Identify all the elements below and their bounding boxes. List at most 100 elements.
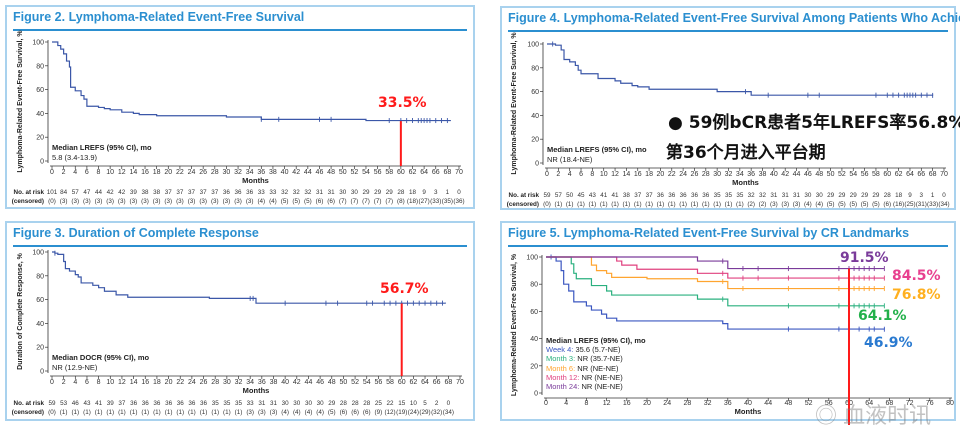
at-risk-count: 30: [339, 189, 347, 196]
at-risk-count: 35: [736, 192, 744, 199]
censored-count: (6): [363, 409, 371, 416]
x-tick-label: 10: [600, 171, 608, 178]
y-tick-label: 80: [530, 282, 538, 289]
y-axis-label: Lymphoma-Related Event-Free Survival, %: [511, 32, 518, 175]
x-tick-label: 30: [223, 379, 231, 386]
x-tick-label: 48: [327, 169, 335, 176]
x-tick-label: 28: [684, 400, 692, 407]
x-tick-label: 42: [292, 169, 300, 176]
at-risk-count: 37: [634, 192, 642, 199]
watermark-logo: ◎ 血液时讯: [815, 403, 932, 428]
x-tick-label: 20: [164, 169, 172, 176]
legend-name: Month 12:: [546, 372, 580, 382]
figure-2-panel: Figure 2. Lymphoma-Related Event-Free Su…: [5, 5, 475, 209]
at-risk-count: 0: [942, 192, 946, 199]
at-risk-count: 30: [816, 192, 824, 199]
censored-count: (6): [316, 198, 324, 205]
km-curve-month12: [546, 256, 885, 279]
censored-count: (1): [223, 409, 231, 416]
figure-2-title: Figure 2. Lymphoma-Related Event-Free Su…: [13, 10, 305, 24]
legend-name: Week 4:: [546, 345, 574, 355]
y-axis-label: Lymphoma-Related Event-Free Survival, %: [17, 30, 24, 173]
km-curve-month24: [546, 256, 885, 270]
censored-count: (18): [407, 198, 418, 205]
km-curve: [52, 41, 451, 122]
median-label: Median LREFS (95% CI), mo: [547, 145, 647, 154]
at-risk-count: 30: [317, 400, 325, 407]
at-risk-count: 36: [223, 189, 231, 196]
censored-count: (1): [106, 409, 114, 416]
watermark-text: 血液时讯: [843, 403, 932, 428]
censored-count: (4): [305, 409, 313, 416]
censored-count: (24): [408, 409, 419, 416]
at-risk-count: 57: [555, 192, 563, 199]
at-risk-count: 31: [258, 400, 266, 407]
at-risk-count: 25: [375, 400, 383, 407]
x-tick-label: 62: [409, 169, 417, 176]
x-tick-label: 66: [917, 171, 925, 178]
km-curve-week4: [546, 256, 885, 330]
x-tick-label: 80: [946, 400, 954, 407]
censored-count: (7): [350, 198, 358, 205]
at-risk-count: 59: [48, 400, 56, 407]
at-risk-count: 37: [176, 189, 184, 196]
figure-3-title: Figure 3. Duration of Complete Response: [13, 226, 259, 240]
title-divider: [13, 29, 467, 31]
x-tick-label: 4: [568, 171, 572, 178]
censored-count: (5): [872, 201, 880, 208]
x-tick-label: 16: [141, 169, 149, 176]
x-tick-label: 36: [258, 379, 266, 386]
at-risk-count: 31: [793, 192, 801, 199]
x-tick-label: 8: [97, 169, 101, 176]
censored-count: (1): [725, 201, 733, 208]
legend-name: Month 24:: [546, 382, 580, 392]
figure-4-title: Figure 4. Lymphoma-Related Event-Free Su…: [508, 11, 960, 25]
y-axis-label: Lymphoma-Related Event-Free Survival, %: [511, 253, 518, 396]
x-tick-label: 54: [362, 169, 370, 176]
censored-count: (7): [385, 198, 393, 205]
censored-count: (4): [257, 198, 265, 205]
censored-count: (5): [304, 198, 312, 205]
x-tick-label: 48: [328, 379, 336, 386]
x-tick-label: 60: [397, 169, 405, 176]
x-tick-label: 28: [211, 379, 219, 386]
x-tick-label: 8: [97, 379, 101, 386]
y-tick-label: 40: [36, 111, 44, 118]
km-curve-month6: [546, 256, 885, 290]
x-tick-label: 46: [316, 169, 324, 176]
legend-month3: Month 3: NR (35.7-NE): [546, 354, 623, 363]
at-risk-count: 46: [72, 400, 80, 407]
at-risk-count: 43: [83, 400, 91, 407]
censored-count: (1): [95, 409, 103, 416]
figure-5-legend: Median LREFS (95% CI), mo Week 4: 35.6 (…: [546, 336, 646, 391]
at-risk-count: 31: [328, 189, 336, 196]
x-tick-label: 34: [736, 171, 744, 178]
y-tick-label: 80: [36, 273, 44, 280]
figure-4-annotation-line2: 第36个月进入平台期: [666, 138, 826, 163]
censored-count: (27): [419, 198, 430, 205]
figure-4-median: Median LREFS (95% CI), mo NR (18.4-NE): [547, 145, 647, 165]
x-tick-label: 46: [316, 379, 324, 386]
y-tick-label: 0: [40, 369, 44, 376]
y-axis-label: Duration of Complete Response, %: [17, 252, 24, 369]
figure-5-title: Figure 5. Lymphoma-Related Event-Free Su…: [508, 226, 910, 240]
x-tick-label: 32: [234, 169, 242, 176]
x-tick-label: 60: [883, 171, 891, 178]
at-risk-count: 45: [578, 192, 586, 199]
km-curve: [547, 43, 934, 96]
x-tick-label: 56: [374, 169, 382, 176]
at-risk-count: 36: [668, 192, 676, 199]
at-risk-count: 18: [895, 192, 903, 199]
censored-count: (29): [419, 409, 430, 416]
x-tick-label: 32: [725, 171, 733, 178]
censored-count: (4): [804, 201, 812, 208]
x-axis-label: Months: [732, 178, 759, 187]
censored-count: (3): [258, 409, 266, 416]
at-risk-count: 1: [931, 192, 935, 199]
censored-count: (1): [118, 409, 126, 416]
x-tick-label: 50: [339, 169, 347, 176]
label-month24: 91.5%: [840, 250, 889, 266]
y-tick-label: 0: [534, 391, 538, 398]
at-risk-count: 29: [362, 189, 370, 196]
x-tick-label: 70: [940, 171, 948, 178]
